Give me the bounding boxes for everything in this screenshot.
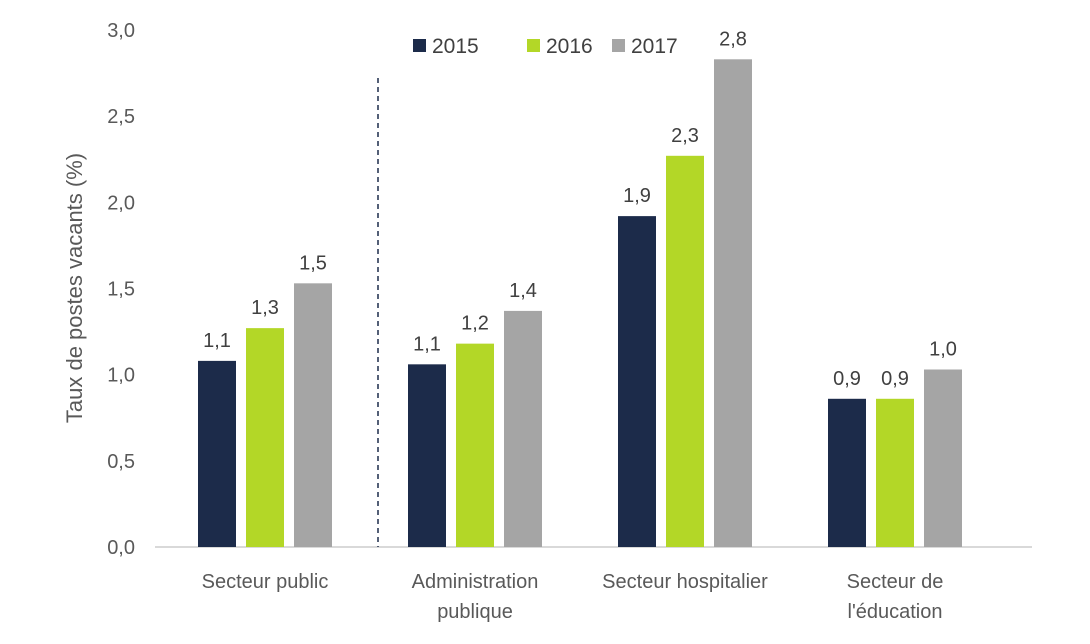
data-label: 1,2 [461, 313, 489, 335]
bar-2016 [666, 155, 704, 547]
bar-2017 [294, 283, 332, 547]
category-label: Secteur de [847, 571, 944, 593]
legend-item-2015: 2015 [413, 35, 479, 58]
category-label: Secteur hospitalier [602, 571, 768, 593]
data-label: 1,0 [929, 338, 957, 360]
y-tick-label: 1,5 [107, 279, 135, 301]
data-label: 2,3 [671, 125, 699, 147]
bar-2017 [714, 59, 752, 548]
data-label: 1,1 [203, 330, 231, 352]
bar-2015 [828, 398, 866, 547]
bar-2016 [246, 328, 284, 547]
data-labels: 1,1 1,1 1,9 0,9 1,3 1,2 2,3 0,9 1,5 1,4 2,8 1,0 [203, 28, 957, 389]
legend-swatch [612, 39, 625, 52]
y-tick-label: 2,5 [107, 106, 135, 128]
bar-2015 [408, 364, 446, 547]
y-tick-label: 0,5 [107, 451, 135, 473]
data-label: 1,5 [299, 252, 327, 274]
legend-label: 2015 [432, 35, 479, 58]
data-label: 1,3 [251, 297, 279, 319]
bar-2015 [198, 360, 236, 547]
category-labels: Secteur public Administration publique Sect… [202, 571, 944, 623]
category-label: Administration [412, 571, 539, 593]
category-label: Secteur public [202, 571, 329, 593]
y-tick-label: 2,0 [107, 192, 135, 214]
data-label: 1,9 [623, 185, 651, 207]
legend-swatch [413, 39, 426, 52]
data-label: 0,9 [833, 368, 861, 390]
bar-2017 [924, 369, 962, 547]
category-label: l'éducation [848, 601, 943, 623]
legend-label: 2017 [631, 35, 678, 58]
y-axis-label: Taux de postes vacants (%) [62, 153, 87, 423]
bar-2016 [456, 343, 494, 547]
data-label: 1,4 [509, 280, 537, 302]
bar-2017 [504, 310, 542, 547]
bar-2016 [876, 398, 914, 547]
y-axis-ticks: 0,0 0,5 1,0 1,5 2,0 2,5 3,0 [107, 20, 135, 559]
category-label: publique [437, 601, 513, 623]
data-label: 1,1 [413, 333, 441, 355]
y-tick-label: 1,0 [107, 365, 135, 387]
bar-2015 [618, 216, 656, 547]
legend-item-2017: 2017 [612, 35, 678, 58]
y-tick-label: 3,0 [107, 20, 135, 42]
data-label: 2,8 [719, 28, 747, 50]
legend-label: 2016 [546, 35, 593, 58]
legend: 2015 2016 2017 [413, 35, 678, 58]
legend-item-2016: 2016 [527, 35, 593, 58]
y-tick-label: 0,0 [107, 537, 135, 559]
legend-swatch [527, 39, 540, 52]
bars [198, 59, 962, 548]
data-label: 0,9 [881, 368, 909, 390]
